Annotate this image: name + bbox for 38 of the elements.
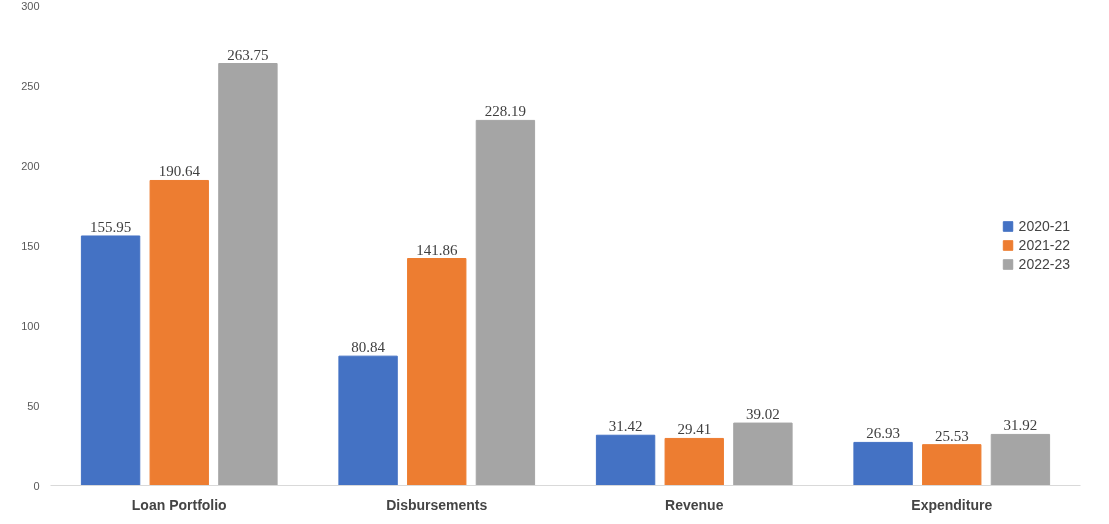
data-label: 228.19	[484, 103, 527, 120]
y-tick-label: 250	[21, 79, 40, 92]
legend-label: 2021-22	[1018, 237, 1070, 253]
bar	[733, 422, 793, 486]
data-label: 31.42	[608, 418, 643, 435]
bar	[338, 355, 398, 486]
bar	[475, 119, 536, 486]
data-label: 29.41	[677, 421, 712, 438]
bar	[664, 437, 724, 486]
legend-label: 2020-21	[1018, 218, 1070, 234]
data-label: 80.84	[351, 339, 386, 356]
x-tick-label: Loan Portfolio	[131, 496, 227, 513]
bar	[595, 434, 656, 486]
data-label: 25.53	[934, 427, 969, 444]
bar	[990, 433, 1051, 486]
x-tick-label: Disbursements	[386, 496, 488, 513]
bar	[922, 444, 982, 486]
data-label: 190.64	[158, 163, 201, 180]
data-label: 26.93	[866, 425, 900, 442]
bar	[80, 235, 141, 486]
legend-label: 2022-23	[1018, 256, 1070, 272]
bar	[407, 258, 467, 486]
y-tick-label: 150	[21, 239, 40, 252]
bar	[853, 441, 913, 486]
bar	[218, 63, 278, 486]
data-label: 141.86	[416, 241, 458, 258]
bar	[149, 179, 209, 486]
x-tick-label: Revenue	[665, 496, 724, 513]
data-label: 31.92	[1003, 417, 1038, 434]
y-tick-label: 0	[33, 479, 40, 492]
y-tick-label: 100	[21, 319, 40, 332]
data-label: 155.95	[89, 218, 132, 235]
data-label: 39.02	[746, 406, 780, 423]
y-tick-label: 200	[21, 159, 40, 172]
y-tick-label: 300	[21, 0, 40, 12]
data-label: 263.75	[227, 46, 269, 63]
x-tick-label: Expenditure	[911, 496, 993, 513]
y-tick-label: 50	[27, 399, 40, 412]
